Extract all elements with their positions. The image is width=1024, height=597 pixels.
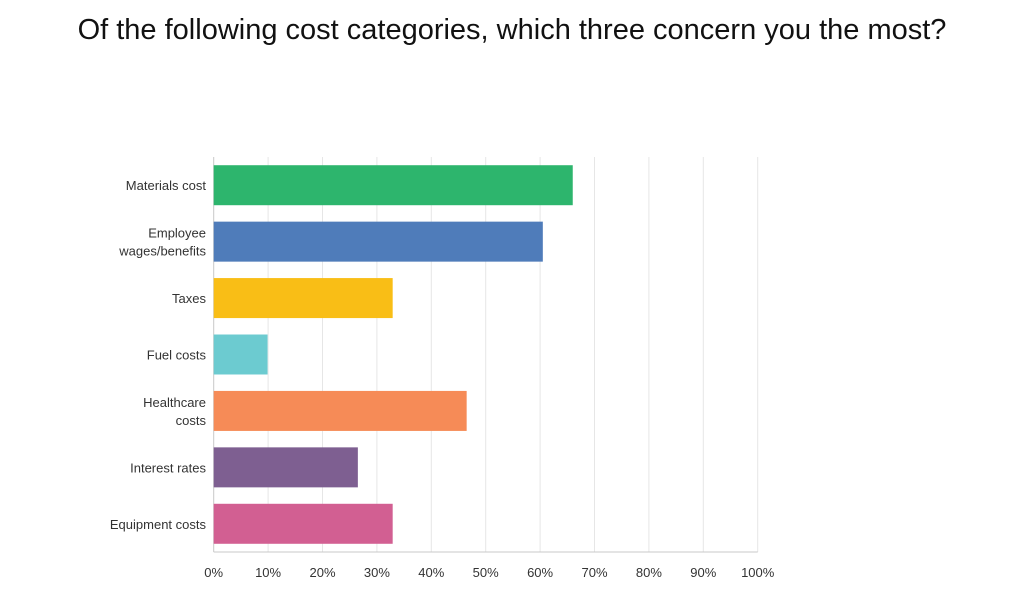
category-label: Fuel costs bbox=[147, 348, 207, 363]
x-tick-label: 30% bbox=[364, 565, 390, 580]
category-label: Employee bbox=[148, 226, 206, 241]
category-label: Equipment costs bbox=[110, 517, 207, 532]
category-label: costs bbox=[176, 413, 207, 428]
category-label: Healthcare bbox=[143, 395, 206, 410]
x-tick-label: 90% bbox=[690, 565, 716, 580]
category-label: Materials cost bbox=[126, 178, 207, 193]
bar bbox=[213, 278, 393, 319]
bar bbox=[213, 334, 268, 375]
chart-title: Of the following cost categories, which … bbox=[77, 14, 947, 46]
x-tick-label: 60% bbox=[527, 565, 553, 580]
x-tick-label: 80% bbox=[636, 565, 662, 580]
bar bbox=[213, 447, 358, 488]
x-tick-label: 100% bbox=[741, 565, 775, 580]
bar bbox=[213, 503, 393, 544]
category-label: Interest rates bbox=[130, 460, 206, 475]
bar bbox=[213, 390, 467, 431]
x-tick-label: 50% bbox=[473, 565, 499, 580]
category-label: wages/benefits bbox=[118, 244, 206, 259]
bar bbox=[213, 221, 543, 262]
x-tick-label: 10% bbox=[255, 565, 281, 580]
category-label: Taxes bbox=[172, 291, 206, 306]
x-tick-label: 70% bbox=[581, 565, 607, 580]
x-tick-label: 40% bbox=[418, 565, 444, 580]
x-tick-label: 0% bbox=[204, 565, 223, 580]
x-tick-label: 20% bbox=[309, 565, 335, 580]
bar bbox=[213, 165, 573, 206]
